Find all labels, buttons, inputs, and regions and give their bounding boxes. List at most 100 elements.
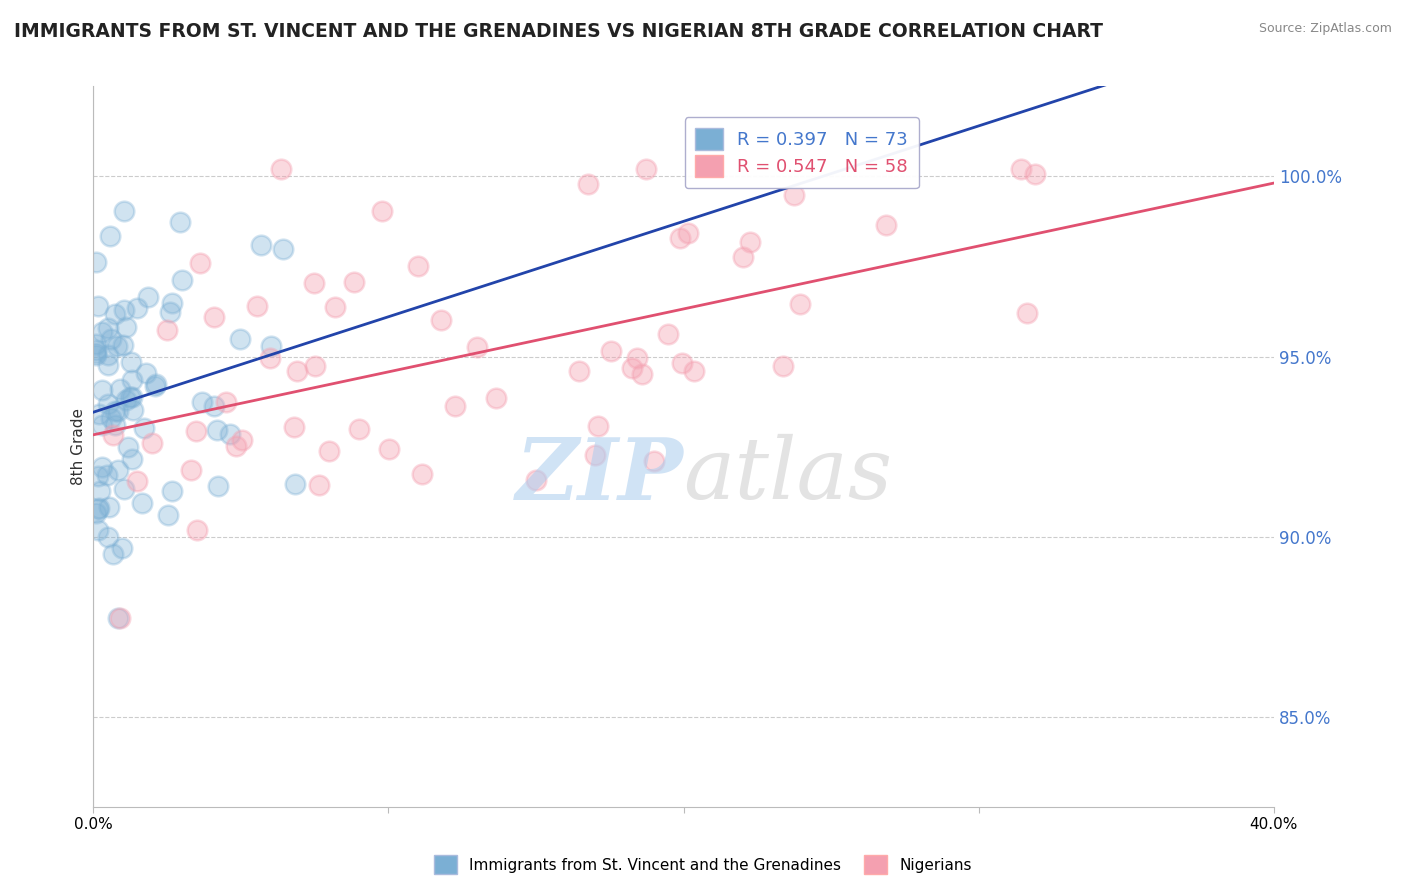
Point (96, 467, 118, 482)
Point (626, 351, 648, 365)
Point (84, 343, 107, 357)
Point (215, 395, 238, 409)
Point (108, 611, 131, 625)
Point (789, 297, 811, 311)
Point (112, 203, 135, 218)
Point (676, 226, 699, 240)
Point (599, 343, 621, 358)
Point (91, 325, 114, 339)
Point (127, 474, 149, 488)
Point (117, 440, 139, 454)
Point (186, 424, 208, 438)
Point (583, 449, 606, 463)
Point (429, 313, 451, 327)
Text: ZIP: ZIP (516, 434, 683, 517)
Point (84, 337, 107, 351)
Point (87, 407, 110, 421)
Point (731, 250, 754, 264)
Point (343, 275, 366, 289)
Point (671, 356, 693, 370)
Point (271, 242, 294, 256)
Point (145, 379, 167, 393)
Point (100, 332, 122, 346)
Point (86, 523, 108, 537)
Point (1015, 306, 1038, 320)
Point (120, 355, 142, 369)
Point (159, 305, 181, 319)
Point (250, 238, 273, 252)
Point (122, 402, 145, 417)
Point (634, 162, 657, 177)
Point (131, 496, 153, 510)
Legend: Immigrants from St. Vincent and the Grenadines, Nigerians: Immigrants from St. Vincent and the Gren… (427, 849, 979, 880)
Point (156, 323, 179, 337)
Point (91, 384, 114, 398)
Point (114, 320, 136, 334)
Point (465, 340, 488, 354)
Point (186, 523, 208, 537)
Point (371, 204, 394, 219)
Point (103, 404, 125, 418)
Point (304, 359, 326, 374)
Point (318, 443, 340, 458)
Point (411, 467, 433, 482)
Point (104, 417, 127, 432)
Point (97, 320, 120, 334)
Point (620, 360, 643, 375)
Y-axis label: 8th Grade: 8th Grade (72, 409, 86, 485)
Point (97, 530, 120, 544)
Point (86, 502, 108, 516)
Point (125, 301, 148, 316)
Point (112, 337, 135, 351)
Point (160, 483, 183, 498)
Point (207, 479, 229, 493)
Point (87, 469, 110, 483)
Point (205, 423, 228, 437)
Point (484, 391, 506, 405)
Point (120, 390, 142, 404)
Point (90, 417, 112, 432)
Point (631, 368, 654, 382)
Text: IMMIGRANTS FROM ST. VINCENT AND THE GRENADINES VS NIGERIAN 8TH GRADE CORRELATION: IMMIGRANTS FROM ST. VINCENT AND THE GREN… (14, 22, 1104, 41)
Point (97, 348, 120, 362)
Point (643, 454, 665, 468)
Point (100, 411, 122, 425)
Point (406, 259, 429, 273)
Point (657, 326, 679, 341)
Point (568, 364, 591, 378)
Point (323, 300, 346, 314)
Point (524, 473, 547, 487)
Point (772, 359, 794, 373)
Point (302, 277, 325, 291)
Text: atlas: atlas (683, 434, 893, 516)
Point (104, 307, 127, 321)
Point (284, 477, 307, 491)
Point (270, 162, 292, 177)
Point (101, 547, 124, 561)
Point (111, 541, 134, 556)
Point (246, 299, 269, 313)
Legend: R = 0.397   N = 73, R = 0.547   N = 58: R = 0.397 N = 73, R = 0.547 N = 58 (685, 117, 918, 188)
Point (188, 256, 211, 270)
Point (121, 451, 143, 466)
Point (84, 348, 107, 362)
Point (180, 463, 202, 477)
Point (97, 397, 120, 411)
Point (108, 382, 131, 396)
Point (132, 421, 155, 435)
Point (114, 393, 136, 408)
Point (107, 463, 129, 477)
Point (87, 500, 110, 515)
Point (112, 302, 135, 317)
Point (444, 399, 467, 413)
Point (668, 230, 690, 244)
Point (121, 390, 143, 404)
Point (229, 332, 252, 346)
Point (683, 364, 706, 378)
Point (1010, 162, 1032, 177)
Text: Source: ZipAtlas.com: Source: ZipAtlas.com (1258, 22, 1392, 36)
Point (202, 399, 225, 413)
Point (141, 436, 163, 450)
Point (107, 339, 129, 353)
Point (202, 310, 225, 324)
